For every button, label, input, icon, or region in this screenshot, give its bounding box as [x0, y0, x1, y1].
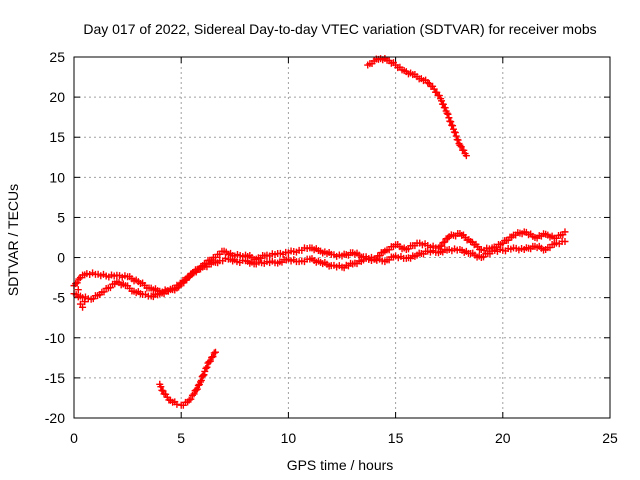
y-tick-label: 25 — [49, 49, 65, 65]
data-point-early-spikes — [74, 286, 82, 294]
data-point-lower-arc — [190, 390, 198, 398]
data-point-upper-arc — [424, 79, 432, 87]
data-point-upper-arc — [457, 143, 465, 151]
data-point-upper-arc — [435, 92, 443, 100]
y-tick-label: -15 — [45, 370, 65, 386]
data-point-upper-arc — [456, 141, 464, 149]
y-tick-label: 15 — [49, 129, 65, 145]
y-tick-label: 5 — [57, 209, 65, 225]
x-tick-label: 20 — [495, 430, 511, 446]
data-point-lower-arc — [212, 348, 220, 356]
data-point-upper-arc — [444, 110, 452, 118]
data-point-main-band-lower — [561, 238, 569, 246]
data-point-lower-arc — [193, 385, 201, 393]
data-point-upper-arc — [441, 104, 449, 112]
y-tick-label: -5 — [53, 290, 66, 306]
data-point-lower-arc — [185, 396, 193, 404]
y-axis-label: SDTVAR / TECUs — [5, 184, 21, 296]
data-point-upper-arc — [462, 152, 470, 160]
data-point-upper-arc — [439, 100, 447, 108]
data-point-lower-arc — [173, 400, 181, 408]
data-point-early-spikes — [79, 303, 87, 311]
data-point-lower-arc — [202, 364, 210, 372]
y-tick-label: 0 — [57, 250, 65, 266]
data-point-upper-arc — [443, 109, 451, 117]
y-tick-label: -20 — [45, 410, 65, 426]
y-tick-label: -10 — [45, 330, 65, 346]
plot-frame — [73, 56, 611, 419]
x-axis-label: GPS time / hours — [287, 457, 394, 473]
data-point-lower-arc — [209, 353, 217, 361]
data-point-main-band-upper — [72, 280, 80, 288]
x-tick-label: 5 — [177, 430, 185, 446]
data-point-main-band-upper — [441, 238, 449, 246]
data-point-main-band-upper — [75, 275, 83, 283]
data-point-lower-arc — [187, 395, 195, 403]
data-point-lower-arc — [192, 386, 200, 394]
data-point-main-band-upper — [561, 228, 569, 236]
data-point-upper-arc — [447, 118, 455, 126]
x-tick-label: 0 — [70, 430, 78, 446]
data-point-upper-arc — [452, 132, 460, 140]
x-tick-label: 15 — [388, 430, 404, 446]
grid — [74, 57, 610, 418]
data-point-main-band-upper — [438, 242, 446, 250]
data-point-upper-arc — [445, 114, 453, 122]
y-tick-label: 10 — [49, 169, 65, 185]
data-point-upper-arc — [438, 97, 446, 105]
y-tick-label: 20 — [49, 89, 65, 105]
data-point-upper-arc — [451, 129, 459, 137]
x-tick-label: 25 — [602, 430, 618, 446]
data-point-lower-arc — [157, 383, 165, 391]
chart-title: Day 017 of 2022, Sidereal Day-to-day VTE… — [83, 21, 596, 37]
data-point-lower-arc — [203, 363, 211, 371]
data-point-lower-arc — [200, 371, 208, 379]
data-point-early-spikes — [81, 298, 89, 306]
data-points — [70, 54, 569, 409]
data-point-lower-arc — [205, 358, 213, 366]
data-point-main-band-upper — [73, 279, 81, 287]
data-point-lower-arc — [206, 357, 214, 365]
x-tick-label: 10 — [281, 430, 297, 446]
data-point-lower-arc — [197, 376, 205, 384]
tick-labels: 0 5 10 15 20 25 25 20 15 10 5 0 -5 -10 -15 -20 — [45, 49, 618, 446]
data-point-main-band-upper — [444, 234, 452, 242]
data-point-lower-arc — [196, 378, 204, 386]
data-point-lower-arc — [199, 372, 207, 380]
data-point-upper-arc — [449, 122, 457, 130]
data-point-upper-arc — [454, 136, 462, 144]
data-point-lower-arc — [210, 349, 218, 357]
data-point-upper-arc — [460, 146, 468, 154]
data-point-lower-arc — [188, 391, 196, 399]
data-point-lower-arc — [208, 353, 216, 361]
